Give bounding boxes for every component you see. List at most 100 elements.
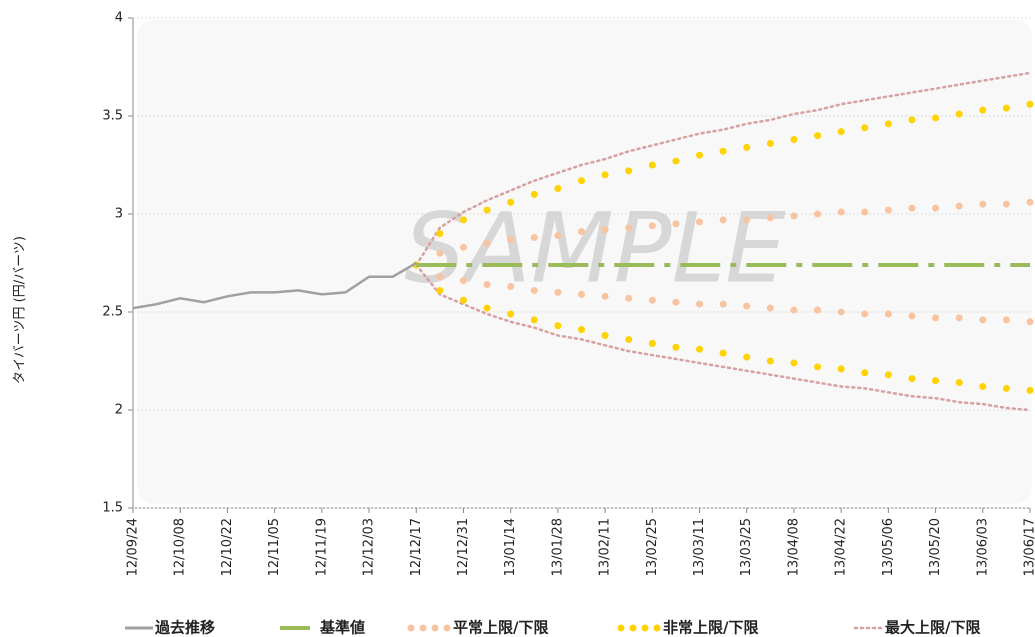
- band-dot: [578, 290, 585, 298]
- band-dot: [719, 300, 727, 308]
- band-dot: [719, 147, 727, 155]
- band-dot: [955, 110, 963, 118]
- legend-label: 過去推移: [154, 619, 215, 637]
- band-dot: [766, 214, 774, 222]
- band-dot: [530, 190, 538, 198]
- band-dot: [908, 116, 916, 124]
- band-dot: [483, 304, 491, 312]
- band-dot: [719, 216, 727, 224]
- x-tick-label: 12/10/08: [173, 518, 188, 576]
- band-dot: [625, 294, 633, 302]
- band-dot: [1002, 200, 1010, 208]
- x-tick-label: 13/02/11: [598, 518, 613, 576]
- band-dot: [459, 216, 467, 224]
- x-tick-label: 13/03/11: [692, 518, 707, 576]
- band-dot: [601, 332, 609, 340]
- x-tick-label: 12/11/19: [314, 518, 329, 576]
- band-dot: [1026, 100, 1034, 108]
- band-dot: [979, 200, 987, 208]
- band-dot: [790, 212, 798, 220]
- band-dot: [696, 218, 704, 226]
- x-tick-label: 13/03/25: [739, 518, 754, 576]
- legend-label: 平常上限/下限: [453, 619, 548, 637]
- band-dot: [578, 228, 585, 236]
- band-dot: [507, 283, 515, 291]
- band-dot: [507, 198, 515, 206]
- band-dot: [483, 281, 491, 289]
- band-dot: [932, 377, 940, 385]
- legend-swatch: [431, 624, 439, 632]
- legend-label: 非常上限/下限: [663, 619, 758, 637]
- band-dot: [1002, 384, 1010, 392]
- x-tick-label: 13/06/17: [1023, 518, 1035, 576]
- band-dot: [436, 249, 444, 257]
- band-dot: [1002, 316, 1010, 324]
- band-dot: [908, 375, 916, 383]
- band-dot: [884, 120, 892, 128]
- history-line: [132, 261, 417, 310]
- max-band-line: [415, 263, 1032, 412]
- x-tick-label: 13/04/22: [834, 518, 849, 576]
- y-tick-label: 1.5: [102, 501, 123, 516]
- x-tick-label: 12/09/24: [126, 518, 141, 576]
- band-dot: [625, 224, 633, 232]
- band-dot: [837, 365, 845, 373]
- band-dot: [979, 106, 987, 114]
- x-tick-label: 13/06/03: [975, 518, 990, 576]
- band-dot: [908, 312, 916, 320]
- y-axis-label: タイバーツ円 (円/バーツ): [13, 236, 28, 384]
- x-tick-label: 13/04/08: [786, 518, 801, 576]
- band-dot: [672, 343, 680, 351]
- band-dot: [648, 161, 656, 169]
- y-tick-label: 2.5: [102, 305, 123, 320]
- legend-swatch: [419, 624, 427, 632]
- band-dot: [672, 220, 680, 228]
- band-dot: [884, 206, 892, 214]
- legend-swatch: [629, 624, 637, 632]
- band-dot: [578, 177, 585, 185]
- band-dot: [884, 310, 892, 318]
- band-dot: [743, 353, 751, 361]
- band-dot: [1026, 318, 1034, 326]
- band-dot: [625, 335, 633, 343]
- band-dot: [696, 151, 704, 159]
- band-dot: [908, 204, 916, 212]
- band-dot: [766, 139, 774, 147]
- band-dot: [436, 286, 444, 294]
- band-dot: [814, 132, 822, 140]
- band-dot: [459, 243, 467, 251]
- band-dot: [648, 296, 656, 304]
- legend-label: 基準値: [319, 619, 365, 637]
- legend-swatch: [653, 624, 661, 632]
- band-dot: [790, 306, 798, 314]
- x-tick-label: 13/01/28: [550, 518, 565, 576]
- band-dot: [743, 216, 751, 224]
- band-dot: [861, 124, 869, 132]
- band-dot: [459, 296, 467, 304]
- band-dot: [955, 379, 963, 387]
- band-dot: [625, 167, 633, 175]
- band-dot: [766, 304, 774, 312]
- band-dot: [814, 210, 822, 218]
- legend-swatch: [443, 624, 451, 632]
- band-dot: [530, 286, 538, 294]
- band-dot: [648, 339, 656, 347]
- band-dot: [979, 382, 987, 390]
- band-dot: [554, 288, 562, 296]
- band-dot: [884, 371, 892, 379]
- max-band-line: [415, 71, 1032, 267]
- band-dot: [837, 128, 845, 136]
- band-dot: [436, 230, 444, 238]
- band-dot: [719, 349, 727, 357]
- band-dot: [696, 345, 704, 353]
- band-dot: [861, 208, 869, 216]
- band-dot: [1026, 386, 1034, 394]
- x-tick-label: 13/02/25: [645, 518, 660, 576]
- x-tick-label: 12/12/03: [362, 518, 377, 576]
- x-tick-label: 13/05/20: [928, 518, 943, 576]
- x-tick-label: 13/05/06: [881, 518, 896, 576]
- band-dot: [507, 310, 515, 318]
- band-dot: [814, 363, 822, 371]
- x-tick-label: 12/12/31: [456, 518, 471, 576]
